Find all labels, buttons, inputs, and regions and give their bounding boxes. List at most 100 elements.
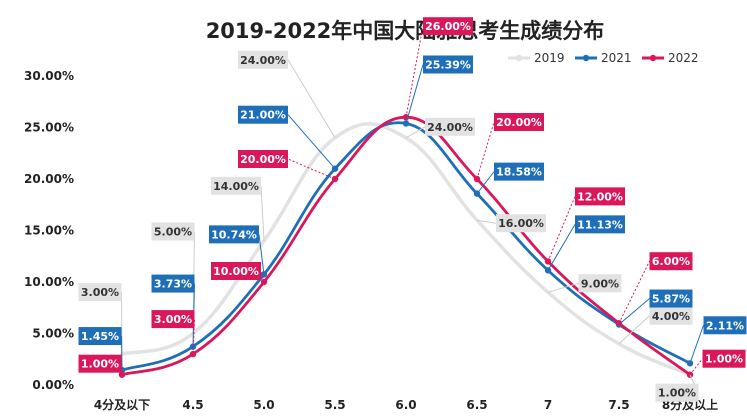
label-leader-2022 [618,260,650,324]
label-leader-2021 [547,224,576,271]
label-leader-2022 [547,196,576,262]
x-tick-label: 5.0 [253,398,274,412]
label-box-2019 [78,283,122,302]
data-label-2022: 1.00% [705,353,743,366]
x-tick-label: 6.0 [395,398,416,412]
label-leader-2021 [258,234,265,275]
label-leader-2022 [476,121,495,180]
data-label-2022: 6.00% [652,255,690,268]
series-line-2021 [120,121,692,372]
legend-label-2021: 2021 [601,51,632,65]
label-leader-2022 [689,358,703,376]
label-leader-2019 [547,282,579,293]
label-leader-2022 [260,270,265,283]
label-box-2021 [649,289,693,308]
label-box-2022 [211,262,261,280]
data-label-2022: 10.00% [213,265,259,278]
x-tick-label: 5.5 [324,398,345,412]
label-box-2022 [151,310,195,329]
data-label-2021: 25.39% [425,58,471,71]
chart-title: 2019-2022年中国大陆雅思考生成绩分布 [206,19,605,43]
label-leader-2021 [121,336,123,371]
series-lines [118,114,694,378]
label-leader-2021 [618,298,650,325]
label-box-2019 [151,222,195,241]
label-box-2022 [238,150,288,168]
y-tick-label: 10.00% [24,275,74,289]
legend: 2019 2021 2022 [508,51,699,65]
x-tick-label: 6.5 [466,398,487,412]
label-box-2021 [151,274,195,293]
label-leader-2019 [405,126,426,139]
legend-marker-2021 [582,54,590,62]
label-box-2019 [238,50,288,69]
y-tick-label: 5.00% [32,327,74,341]
label-leader-2022 [287,158,336,180]
label-box-2021 [209,225,259,244]
label-box-2019 [649,306,693,325]
label-leader-2021 [689,325,704,364]
label-box-2022 [494,113,544,131]
data-label-2019: 1.00% [658,387,696,400]
data-label-2021: 10.74% [211,228,257,241]
data-label-2022: 3.00% [154,313,192,326]
data-label-2022: 20.00% [240,153,286,166]
label-leader-2019 [476,219,497,224]
x-tick-label: 4.5 [182,398,203,412]
label-box-2019 [655,383,699,402]
label-leader-2019 [260,185,265,241]
y-tick-label: 25.00% [24,121,74,135]
data-label-2019: 9.00% [581,277,619,290]
label-box-2019 [425,117,475,136]
x-tick-label: 4分及以下 [94,397,150,412]
series-line-2019 [120,122,692,377]
y-axis: 0.00% 5.00% 10.00% 15.00% 20.00% 25.00% 30.00% [24,69,74,392]
data-labels: 3.00% 5.00% 14.00% 24.00% 24.00% 16.00% 9.00% 4… [78,17,747,402]
data-label-2022: 12.00% [577,190,623,203]
data-label-2019: 5.00% [154,226,192,239]
label-leader-2022 [121,363,123,375]
legend-label-2019: 2019 [534,51,565,65]
label-box-2021 [238,105,288,124]
data-label-2021: 5.87% [652,293,690,306]
label-box-2022 [423,17,473,36]
label-box-2019 [496,214,546,233]
data-label-2021: 1.45% [81,330,119,343]
data-label-2019: 24.00% [240,54,286,67]
data-label-2021: 18.58% [496,166,542,179]
label-leader-2021 [476,171,495,194]
x-tick-label: 7.5 [608,398,629,412]
data-label-2021: 11.13% [577,218,623,231]
data-label-2019: 3.00% [81,286,119,299]
data-label-2019: 24.00% [427,121,473,134]
label-box-2021 [423,55,473,74]
label-leader-2019 [618,315,650,345]
label-leader-2019 [287,59,336,139]
y-tick-label: 30.00% [24,69,74,83]
data-label-2019: 14.00% [213,180,259,193]
y-tick-label: 20.00% [24,172,74,186]
label-box-2022 [78,354,122,373]
label-box-2021 [703,316,747,335]
label-box-2021 [78,327,122,346]
x-axis: 4分及以下 4.5 5.0 5.5 6.0 6.5 7 7.5 8分及以上 [94,397,718,412]
label-box-2021 [575,215,625,234]
label-box-2022 [702,349,746,368]
label-leader-2022 [405,26,424,118]
label-box-2022 [575,187,625,206]
legend-marker-2022 [649,54,657,62]
legend-marker-2019 [515,54,523,62]
y-tick-label: 15.00% [24,224,74,238]
data-label-2022: 1.00% [81,358,119,371]
x-tick-label: 7 [544,398,552,412]
data-label-2022: 26.00% [425,20,471,33]
data-label-2021: 21.00% [240,109,286,122]
y-tick-label: 0.00% [32,378,74,392]
label-box-2022 [649,252,693,271]
legend-label-2022: 2022 [668,51,699,65]
data-label-2019: 16.00% [498,217,544,230]
data-label-2022: 20.00% [496,116,542,129]
label-leader-2021 [405,64,424,124]
label-box-2019 [578,274,622,293]
